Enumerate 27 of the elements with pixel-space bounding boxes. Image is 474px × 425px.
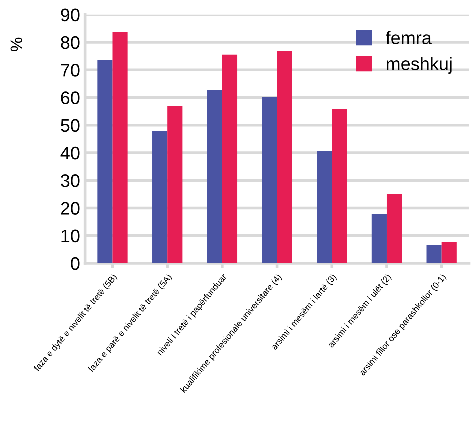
- bar: [277, 51, 292, 264]
- y-tick-label: 20: [61, 202, 80, 215]
- bar: [317, 151, 332, 264]
- y-tick-label: 60: [61, 92, 80, 104]
- bar: [112, 32, 128, 264]
- legend-label: femra: [386, 31, 432, 44]
- bar: [262, 97, 278, 264]
- y-axis-title: %: [10, 38, 22, 52]
- bar: [168, 106, 183, 264]
- y-tick-label: 40: [60, 146, 80, 160]
- bar: [152, 131, 168, 264]
- bar: [332, 109, 348, 264]
- bar: [372, 214, 387, 264]
- bar: [386, 194, 402, 264]
- y-tick-label: 50: [61, 119, 80, 132]
- bar: [207, 90, 222, 264]
- bar: [442, 242, 457, 264]
- bar: [426, 246, 442, 264]
- y-tick-label: 70: [61, 64, 80, 77]
- y-tick-label: 10: [62, 230, 80, 243]
- y-tick-label: 90: [61, 8, 80, 22]
- legend-label: meshkuj: [386, 57, 452, 74]
- y-tick-label: 0: [71, 257, 80, 270]
- y-tick-label: 80: [61, 36, 80, 50]
- bar: [98, 60, 113, 264]
- bar: [222, 54, 238, 264]
- y-tick-label: 30: [61, 174, 80, 188]
